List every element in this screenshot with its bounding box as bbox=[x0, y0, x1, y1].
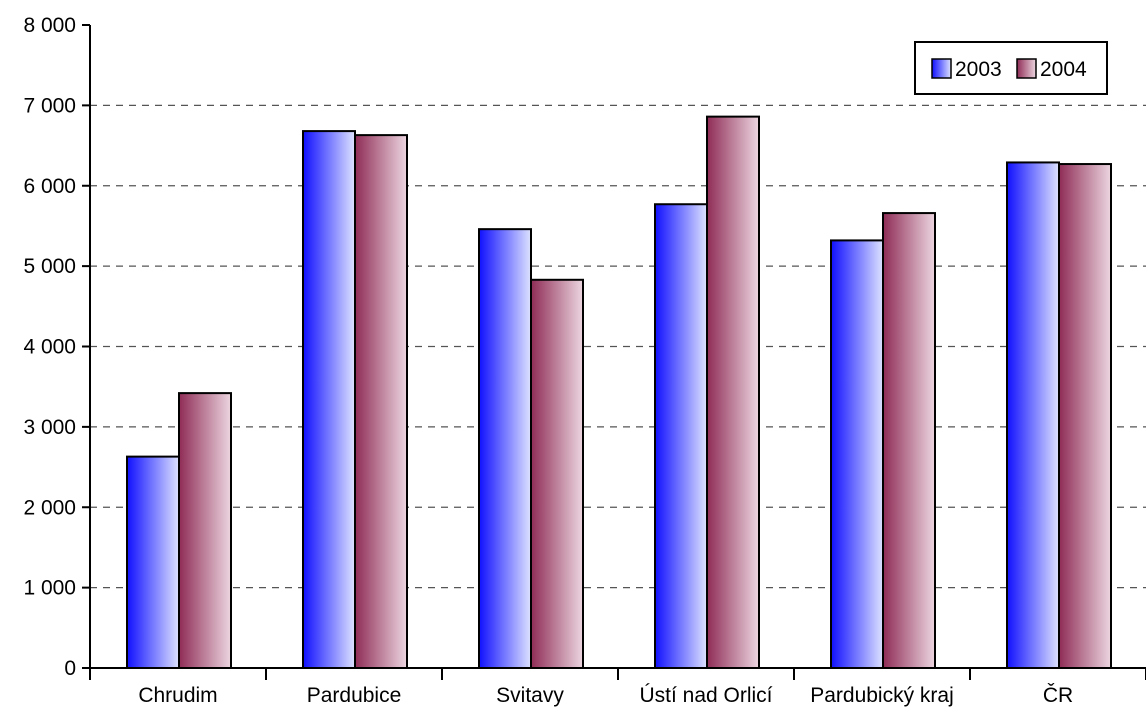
bar-2003-5 bbox=[1006, 161, 1060, 669]
legend-label-2004: 2004 bbox=[1040, 58, 1087, 81]
legend-swatch-2003 bbox=[931, 58, 952, 79]
x-category-label: Pardubice bbox=[307, 684, 402, 707]
y-tick-label: 1 000 bbox=[23, 577, 76, 600]
legend-label-2003: 2003 bbox=[955, 58, 1002, 81]
bar-2004-3 bbox=[706, 115, 760, 669]
x-category-label: Svitavy bbox=[496, 684, 564, 707]
legend: 2003 2004 bbox=[914, 41, 1108, 95]
bar-2004-2 bbox=[530, 278, 584, 669]
bars bbox=[126, 115, 1112, 670]
y-tick-label: 0 bbox=[64, 657, 76, 680]
bar-2004-0 bbox=[178, 392, 232, 669]
x-category-label: Pardubický kraj bbox=[810, 684, 954, 707]
bar-2004-4 bbox=[882, 212, 936, 669]
y-tick-label: 2 000 bbox=[23, 496, 76, 519]
y-tick-label: 5 000 bbox=[23, 255, 76, 278]
x-category-label: Chrudim bbox=[138, 684, 217, 707]
y-tick-label: 6 000 bbox=[23, 175, 76, 198]
y-tick-label: 4 000 bbox=[23, 336, 76, 359]
bar-2004-1 bbox=[354, 134, 408, 669]
gridlines bbox=[90, 104, 1146, 589]
bar-2003-1 bbox=[302, 130, 356, 670]
x-category-label: Ústí nad Orlicí bbox=[639, 684, 772, 707]
bar-2003-3 bbox=[654, 203, 708, 670]
bar-2003-4 bbox=[830, 239, 884, 669]
y-tick-label: 7 000 bbox=[23, 94, 76, 117]
bar-2003-0 bbox=[126, 455, 180, 669]
bar-2004-5 bbox=[1058, 163, 1112, 670]
bar-2003-2 bbox=[478, 228, 532, 669]
y-tick-label: 8 000 bbox=[23, 14, 76, 37]
legend-swatch-2004 bbox=[1016, 58, 1037, 79]
x-category-label: ČR bbox=[1043, 684, 1073, 707]
axes: 0 1 000 2 000 3 000 4 000 5 000 6 000 7 000 8 00… bbox=[23, 14, 1146, 707]
y-tick-label: 3 000 bbox=[23, 416, 76, 439]
